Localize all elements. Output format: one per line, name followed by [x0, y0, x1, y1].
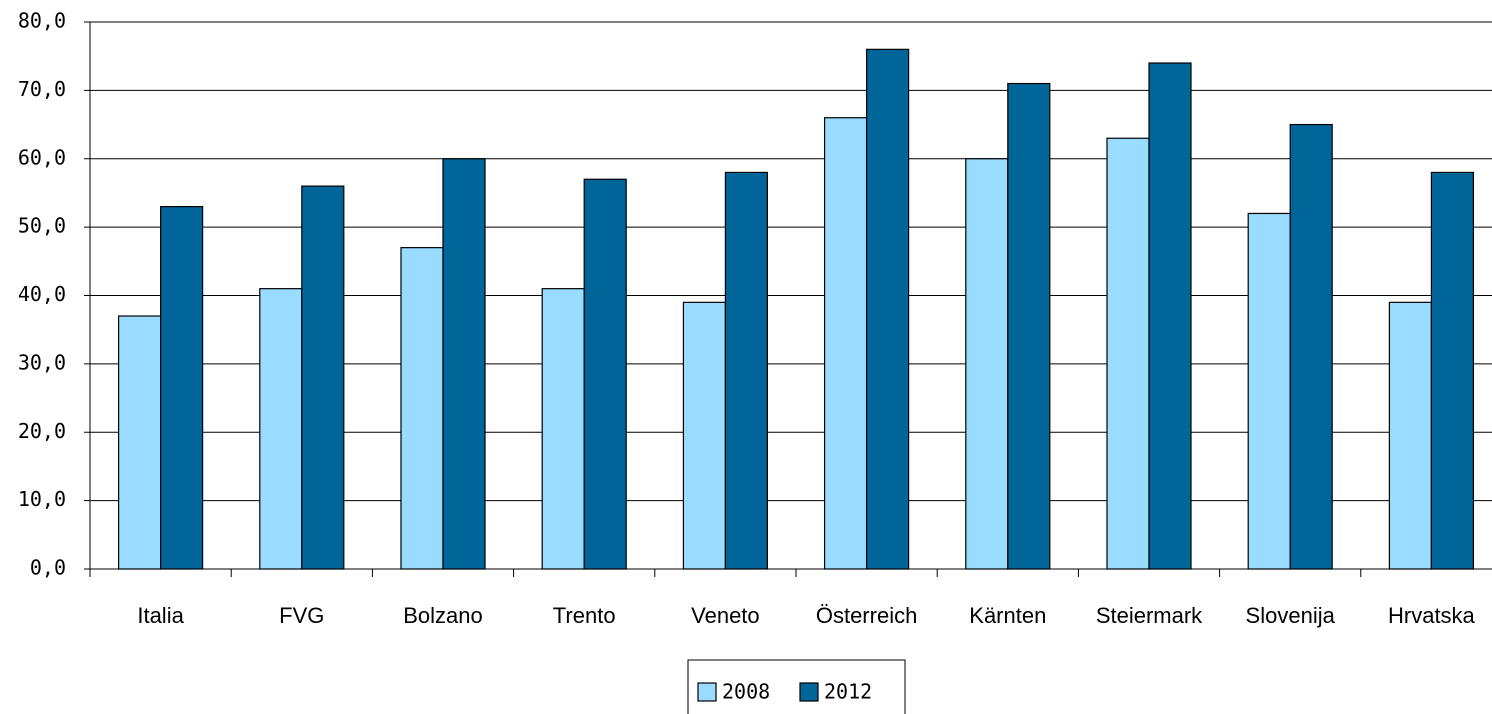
- x-tick-label: Kärnten: [969, 603, 1046, 628]
- y-tick-label: 10,0: [18, 487, 66, 511]
- bar: [160, 206, 204, 570]
- legend-box: [687, 659, 906, 714]
- y-tick-label: 40,0: [18, 282, 66, 306]
- bar: [400, 247, 444, 570]
- y-tick-label: 30,0: [18, 350, 66, 374]
- x-tick-label: Bolzano: [403, 603, 483, 628]
- x-tick-label: Italia: [137, 603, 184, 628]
- y-tick-label: 20,0: [18, 419, 66, 443]
- bar: [724, 171, 769, 570]
- bar: [1430, 171, 1475, 570]
- y-tick-label: 60,0: [18, 145, 66, 169]
- bar: [865, 48, 910, 570]
- x-tick-label: Veneto: [691, 603, 760, 628]
- bar: [583, 178, 627, 570]
- legend-label: 2008: [722, 680, 770, 704]
- legend-label: 2012: [824, 680, 872, 704]
- y-tick-label: 80,0: [18, 9, 66, 33]
- y-tick-label: 70,0: [18, 77, 66, 101]
- x-tick-label: Steiermark: [1096, 603, 1203, 628]
- bar: [301, 185, 345, 570]
- legend-swatch: [799, 682, 819, 702]
- x-tick-label: Hrvatska: [1388, 603, 1476, 628]
- bar: [1388, 301, 1433, 570]
- bar: [259, 288, 303, 570]
- bar: [1007, 82, 1051, 570]
- bar: [1247, 212, 1291, 570]
- x-tick-label: Trento: [553, 603, 616, 628]
- bar: [442, 158, 486, 570]
- bar: [1289, 123, 1333, 570]
- x-tick-label: Slovenija: [1246, 603, 1336, 628]
- legend-swatch: [697, 682, 717, 702]
- x-tick-label: Österreich: [816, 603, 917, 628]
- bar: [682, 301, 727, 570]
- bar: [1106, 137, 1150, 570]
- y-tick-label: 50,0: [18, 214, 66, 238]
- y-tick-label: 0,0: [30, 556, 66, 580]
- bar: [541, 288, 585, 570]
- x-tick-label: FVG: [279, 603, 324, 628]
- bar: [823, 117, 868, 570]
- bar: [965, 158, 1009, 570]
- bar: [1148, 62, 1192, 570]
- bar: [117, 315, 162, 570]
